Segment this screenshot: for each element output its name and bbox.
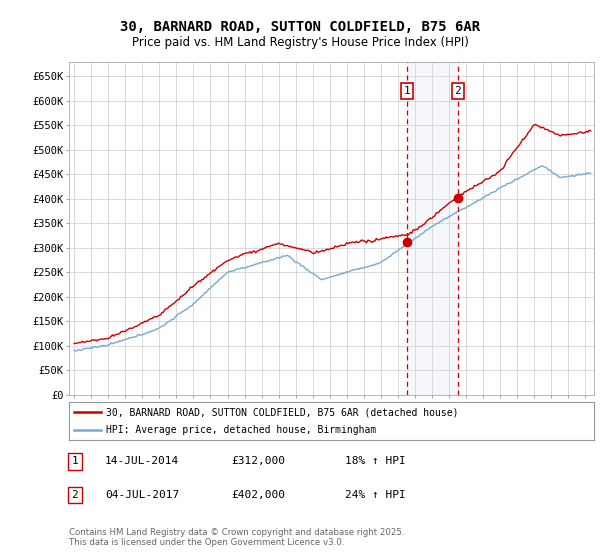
Text: 30, BARNARD ROAD, SUTTON COLDFIELD, B75 6AR (detached house): 30, BARNARD ROAD, SUTTON COLDFIELD, B75 … [106,407,458,417]
Text: £402,000: £402,000 [231,490,285,500]
Bar [407,62,458,395]
Text: 30, BARNARD ROAD, SUTTON COLDFIELD, B75 6AR: 30, BARNARD ROAD, SUTTON COLDFIELD, B75 … [120,20,480,34]
Text: 14-JUL-2014: 14-JUL-2014 [105,456,179,466]
Text: 04-JUL-2017: 04-JUL-2017 [105,490,179,500]
Text: 1: 1 [71,456,79,466]
Text: 24% ↑ HPI: 24% ↑ HPI [345,490,406,500]
Text: £312,000: £312,000 [231,456,285,466]
Text: 1: 1 [404,86,410,96]
Text: 2: 2 [71,490,79,500]
Text: 2: 2 [454,86,461,96]
Text: Contains HM Land Registry data © Crown copyright and database right 2025.
This d: Contains HM Land Registry data © Crown c… [69,528,404,547]
Text: HPI: Average price, detached house, Birmingham: HPI: Average price, detached house, Birm… [106,425,376,435]
Text: 18% ↑ HPI: 18% ↑ HPI [345,456,406,466]
Text: Price paid vs. HM Land Registry's House Price Index (HPI): Price paid vs. HM Land Registry's House … [131,36,469,49]
